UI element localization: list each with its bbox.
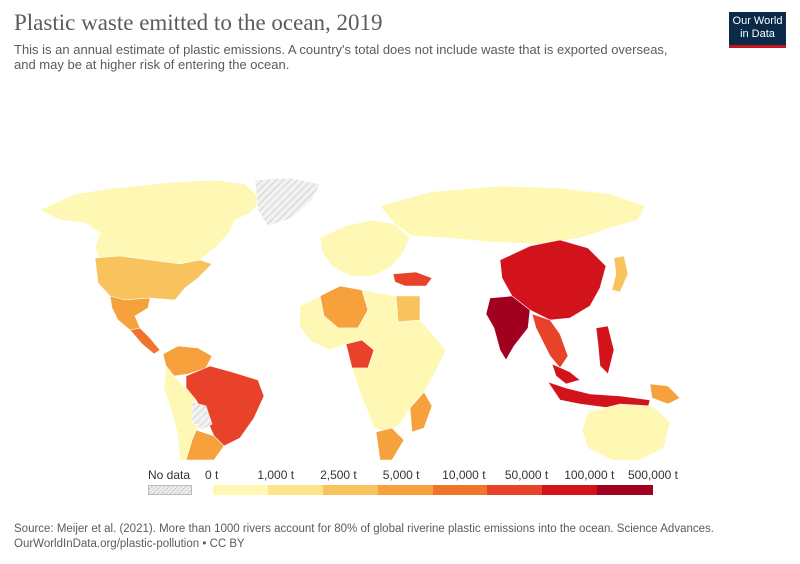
source-text: Source: Meijer et al. (2021). More than …	[14, 523, 714, 535]
legend-break-label: 5,000 t	[382, 468, 420, 482]
region-south-africa[interactable]	[375, 427, 405, 460]
chart-subtitle: This is an annual estimate of plastic em…	[14, 42, 714, 72]
source-url-license: OurWorldInData.org/plastic-pollution • C…	[14, 538, 245, 550]
region-japan[interactable]	[611, 255, 629, 293]
legend-bin[interactable]	[542, 485, 598, 495]
region-southeast-asia[interactable]	[531, 313, 569, 369]
legend-bin[interactable]	[322, 485, 379, 495]
map-legend: No data 0 t 1,000 t 2,500 t 5,000 t 10,000 t…	[0, 462, 800, 502]
legend-no-data-label: No data	[148, 468, 191, 482]
region-south-america-west[interactable]	[163, 365, 201, 460]
region-turkey[interactable]	[392, 271, 433, 287]
region-bolivia[interactable]	[191, 401, 213, 431]
owid-logo[interactable]: Our World in Data	[729, 12, 786, 48]
source-note: Source: Meijer et al. (2021). More than …	[14, 522, 714, 552]
legend-break-label: 0 t	[205, 468, 219, 482]
region-mexico[interactable]	[109, 295, 151, 331]
legend-break-label: 10,000 t	[442, 468, 486, 482]
region-central-america[interactable]	[129, 327, 161, 355]
legend-bin[interactable]	[213, 485, 269, 495]
region-russia[interactable]	[379, 185, 646, 245]
region-north-america[interactable]	[39, 179, 263, 265]
subtitle-line-2: and may be at higher risk of entering th…	[14, 57, 290, 72]
logo-line-1: Our World	[732, 15, 783, 27]
region-papua-new-guinea[interactable]	[649, 383, 681, 405]
legend-bin[interactable]	[487, 485, 543, 495]
logo-line-2: in Data	[740, 28, 775, 40]
legend-bin[interactable]	[432, 485, 488, 495]
region-usa[interactable]	[94, 255, 213, 301]
subtitle-line-1: This is an annual estimate of plastic em…	[14, 42, 668, 57]
legend-break-label: 500,000 t	[627, 468, 678, 482]
legend-break-label: 1,000 t	[257, 468, 295, 482]
legend-bin[interactable]	[377, 485, 433, 495]
world-map	[39, 177, 681, 460]
region-malaysia[interactable]	[551, 363, 581, 385]
legend-bin[interactable]	[597, 485, 653, 495]
region-philippines[interactable]	[595, 325, 615, 375]
region-egypt[interactable]	[395, 295, 421, 323]
legend-no-data-swatch	[148, 485, 192, 495]
chart-title: Plastic waste emitted to the ocean, 2019	[14, 10, 383, 35]
region-greenland[interactable]	[254, 177, 321, 227]
legend-bin[interactable]	[267, 485, 324, 495]
region-mozambique[interactable]	[409, 391, 433, 433]
region-india[interactable]	[485, 295, 531, 361]
region-australia[interactable]	[581, 403, 671, 460]
legend-break-label: 100,000 t	[564, 468, 615, 482]
region-europe[interactable]	[319, 219, 411, 277]
legend-break-label: 2,500 t	[320, 468, 357, 482]
legend-break-label: 50,000 t	[504, 468, 549, 482]
region-indonesia[interactable]	[547, 381, 651, 409]
